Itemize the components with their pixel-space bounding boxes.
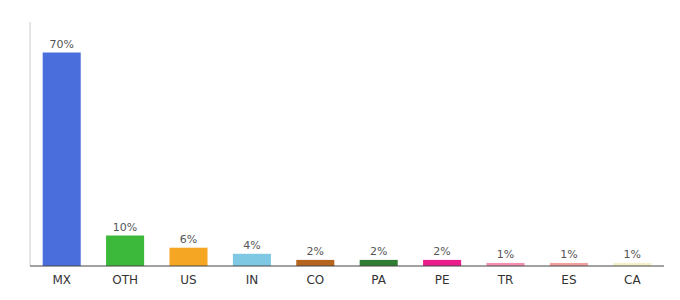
page: {"chart_data": {"type": "bar", "categori…	[0, 0, 680, 300]
x-tick-label: US	[180, 273, 196, 287]
bar	[169, 248, 207, 266]
bar	[43, 53, 81, 267]
y-axis-line	[30, 22, 31, 266]
data-label: 10%	[113, 221, 137, 234]
x-tick-label: ES	[561, 273, 576, 287]
x-tick-label: CO	[306, 273, 324, 287]
bar	[233, 254, 271, 266]
data-label: 6%	[180, 233, 197, 246]
x-tick-label: MX	[52, 273, 71, 287]
bars	[43, 53, 652, 267]
x-tick-label: IN	[246, 273, 259, 287]
x-tick-label: TR	[497, 273, 514, 287]
data-label: 2%	[370, 245, 387, 258]
data-label: 70%	[49, 38, 73, 51]
bar	[106, 236, 144, 267]
x-tick-label: PA	[371, 273, 386, 287]
x-tick-label: OTH	[112, 273, 138, 287]
data-label: 2%	[433, 245, 450, 258]
x-tick-label: PE	[435, 273, 450, 287]
bar	[423, 260, 461, 266]
data-label: 2%	[307, 245, 324, 258]
data-label: 1%	[624, 248, 641, 261]
x-tick-label: CA	[624, 273, 641, 287]
data-label: 4%	[243, 239, 260, 252]
bar	[296, 260, 334, 266]
chart: MX OTH US IN CO PA PE TR ES CA 70% 10% 6% 4% 2% 2% 2% 1% 1…	[0, 0, 680, 300]
chart-container: MX OTH US IN CO PA PE TR ES CA 70% 10% 6% 4% 2% 2% 2% 1% 1…	[0, 0, 680, 300]
x-axis-line	[30, 266, 664, 267]
data-label: 1%	[560, 248, 577, 261]
bar	[360, 260, 398, 266]
data-label: 1%	[497, 248, 514, 261]
